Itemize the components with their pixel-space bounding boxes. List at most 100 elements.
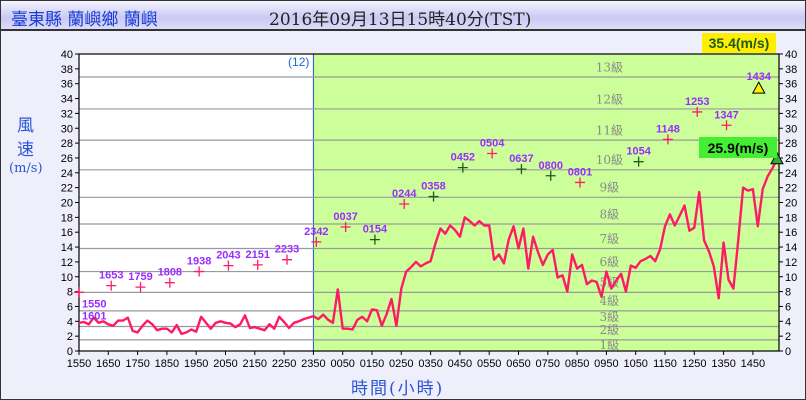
y-tick-label-left: 16 [61, 227, 73, 239]
beaufort-label: 1級 [600, 338, 620, 352]
x-tick-label: 0050 [330, 358, 354, 370]
y-tick-label-left: 18 [61, 212, 73, 224]
gust-marker [662, 134, 673, 145]
y-tick-label-right: 30 [785, 123, 797, 135]
x-tick-label: 1050 [623, 358, 647, 370]
y-tick-label-left: 14 [61, 242, 73, 254]
gust-marker [74, 287, 84, 298]
beaufort-label: 9級 [600, 181, 620, 195]
beaufort-label: 3級 [600, 310, 620, 324]
day-marker: (12) [288, 55, 309, 69]
y-tick-label-left: 36 [61, 79, 73, 91]
gust-marker [692, 106, 703, 117]
current-wind-value: 25.9(m/s) [708, 140, 769, 156]
y-tick-label-right: 18 [785, 212, 797, 224]
y-tick-label-left: 34 [61, 94, 73, 106]
gust-marker [399, 198, 410, 209]
gust-marker [516, 164, 527, 175]
x-tick-label: 1550 [67, 358, 91, 370]
x-tick-label: 0950 [594, 358, 618, 370]
gust-marker [721, 120, 732, 131]
y-tick-label-right: 34 [785, 94, 797, 106]
wind-speed-line [78, 158, 779, 336]
x-tick-label: 1850 [155, 358, 179, 370]
x-tick-label: 1750 [125, 358, 149, 370]
gust-time-label: 1054 [626, 146, 651, 158]
beaufort-label: 6級 [600, 255, 620, 269]
gust-marker [252, 259, 263, 270]
gust-marker [633, 156, 644, 167]
y-axis-unit: (m/s) [9, 161, 43, 176]
header-banner: 臺東縣 蘭嶼鄉 蘭嶼 2016年09月13日15時40分(TST) [1, 1, 805, 31]
x-tick-label: 2150 [243, 358, 267, 370]
y-tick-label-left: 26 [61, 153, 73, 165]
y-tick-label-left: 22 [61, 183, 73, 195]
beaufort-label: 2級 [600, 323, 620, 337]
x-tick-label: 1450 [741, 358, 765, 370]
gust-time-label: 1601 [82, 310, 106, 322]
gust-marker [369, 234, 380, 245]
y-tick-label-left: 0 [67, 346, 73, 358]
y-tick-label-left: 30 [61, 123, 73, 135]
gust-time-label: 2342 [304, 226, 328, 238]
y-tick-label-left: 12 [61, 257, 73, 269]
y-tick-label-right: 36 [785, 79, 797, 91]
night-background [79, 54, 314, 351]
beaufort-label: 4級 [600, 294, 620, 308]
y-tick-label-left: 8 [67, 287, 73, 299]
x-tick-label: 1950 [184, 358, 208, 370]
x-tick-label: 0450 [448, 358, 472, 370]
y-tick-label-right: 10 [785, 272, 797, 284]
gust-time-label: 2233 [275, 244, 299, 256]
y-tick-label-left: 10 [61, 272, 73, 284]
gust-marker [194, 266, 205, 277]
gust-time-label: 1148 [656, 123, 680, 135]
y-tick-label-left: 40 [61, 49, 73, 61]
gust-time-label: 2151 [245, 249, 269, 261]
y-tick-label-left: 24 [61, 168, 73, 180]
y-tick-label-right: 38 [785, 64, 797, 76]
beaufort-label: 8級 [600, 207, 620, 221]
current-wind-triangle [770, 151, 784, 165]
gust-marker [457, 162, 468, 173]
y-tick-label-right: 40 [785, 49, 797, 61]
current-wind-box [699, 137, 777, 158]
gust-time-label: 1938 [187, 256, 211, 268]
station-name: 臺東縣 蘭嶼鄉 蘭嶼 [11, 10, 158, 30]
y-tick-label-left: 6 [67, 301, 73, 313]
beaufort-label: 7級 [600, 232, 620, 246]
y-tick-label-right: 8 [785, 287, 791, 299]
gust-time-label: 2043 [216, 250, 240, 262]
gust-time-label: 1759 [128, 271, 152, 283]
gust-time-label: 0801 [568, 166, 592, 178]
y-tick-label-right: 2 [785, 331, 791, 343]
gust-time-label: 1253 [685, 96, 709, 108]
y-axis-label-char-1: 風 [17, 116, 34, 136]
x-tick-label: 2250 [272, 358, 296, 370]
max-gust-triangle [751, 81, 766, 94]
gust-time-label: 1808 [158, 267, 182, 279]
x-tick-label: 1250 [682, 358, 706, 370]
gust-marker [545, 170, 556, 181]
max-gust-box [702, 33, 776, 53]
gust-time-label: 1347 [714, 109, 738, 121]
y-tick-label-right: 26 [785, 153, 797, 165]
y-tick-label-right: 6 [785, 301, 791, 313]
y-tick-label-left: 28 [61, 138, 73, 150]
gust-time-label: 0800 [538, 160, 562, 172]
gust-time-label: 0637 [509, 153, 533, 165]
gust-marker [340, 222, 351, 233]
x-tick-label: 0550 [477, 358, 501, 370]
y-tick-label-right: 4 [785, 316, 791, 328]
gust-marker [311, 236, 322, 247]
gust-time-label: 0244 [392, 188, 417, 200]
gust-time-label: 0358 [421, 181, 445, 193]
y-tick-label-right: 12 [785, 257, 797, 269]
beaufort-label: 13級 [596, 60, 623, 74]
gust-time-label: 0504 [480, 137, 505, 149]
y-tick-label-left: 38 [61, 64, 73, 76]
gust-time-label: 0452 [451, 152, 475, 164]
gust-time-label: 1550 [82, 298, 106, 310]
y-tick-label-right: 32 [785, 108, 797, 120]
beaufort-label: 11級 [596, 123, 623, 137]
